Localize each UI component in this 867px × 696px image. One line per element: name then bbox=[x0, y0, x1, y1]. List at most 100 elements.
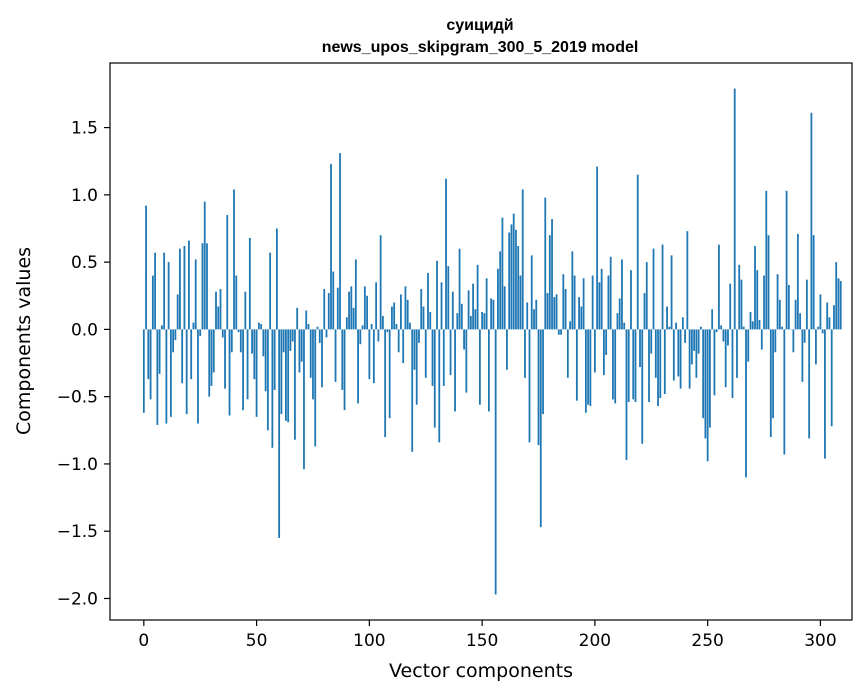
bar bbox=[776, 274, 779, 330]
bar bbox=[557, 329, 560, 335]
bar bbox=[632, 329, 635, 400]
bar bbox=[760, 329, 763, 350]
bar bbox=[794, 299, 797, 330]
bar bbox=[219, 289, 222, 330]
x-tick-label: 300 bbox=[804, 631, 836, 651]
bar bbox=[702, 329, 705, 419]
bar bbox=[483, 313, 486, 330]
bar bbox=[167, 262, 170, 330]
bar bbox=[242, 329, 244, 411]
bar bbox=[431, 329, 434, 386]
bar bbox=[215, 291, 217, 330]
bar bbox=[623, 322, 626, 330]
bar bbox=[233, 189, 235, 330]
bar bbox=[481, 311, 484, 330]
bar bbox=[819, 294, 822, 330]
bar bbox=[621, 259, 623, 330]
bar bbox=[156, 329, 159, 425]
bar bbox=[264, 329, 267, 392]
bar bbox=[754, 245, 756, 330]
bar bbox=[388, 329, 391, 419]
bar bbox=[472, 283, 474, 330]
bar bbox=[551, 219, 553, 330]
bar bbox=[445, 178, 447, 330]
bar bbox=[524, 329, 526, 378]
bar bbox=[512, 213, 515, 330]
bar bbox=[176, 294, 179, 330]
bar bbox=[600, 268, 603, 330]
bar bbox=[413, 329, 416, 370]
bar bbox=[427, 272, 429, 330]
bar bbox=[573, 275, 576, 330]
bar bbox=[772, 329, 774, 419]
bar bbox=[158, 329, 161, 374]
bar bbox=[165, 329, 168, 424]
bar bbox=[469, 315, 472, 330]
bar bbox=[645, 262, 648, 330]
bar bbox=[327, 293, 330, 330]
bar bbox=[485, 278, 488, 330]
bar bbox=[670, 255, 673, 330]
y-tick-label: 0.5 bbox=[71, 253, 98, 273]
bar bbox=[501, 217, 504, 330]
bar bbox=[618, 298, 621, 330]
bar bbox=[212, 329, 215, 373]
bar bbox=[404, 286, 407, 330]
bar bbox=[546, 293, 549, 330]
bar bbox=[487, 329, 490, 412]
bar bbox=[273, 329, 276, 390]
bar bbox=[296, 307, 299, 330]
bar bbox=[221, 329, 224, 338]
bar bbox=[253, 329, 256, 380]
bar bbox=[580, 306, 583, 330]
bar bbox=[596, 166, 599, 330]
bar bbox=[442, 329, 445, 386]
bar bbox=[160, 325, 163, 330]
bar bbox=[330, 163, 332, 330]
bar bbox=[578, 297, 580, 330]
bar bbox=[686, 231, 689, 330]
bar bbox=[553, 297, 556, 330]
bar bbox=[713, 329, 716, 396]
bar bbox=[359, 329, 362, 345]
bar bbox=[835, 262, 838, 330]
bar bbox=[812, 235, 815, 330]
bar bbox=[348, 291, 350, 330]
bar bbox=[420, 289, 423, 330]
bar bbox=[801, 329, 804, 382]
bar bbox=[312, 329, 314, 400]
bar bbox=[379, 235, 382, 330]
bar bbox=[666, 306, 668, 330]
bar bbox=[336, 287, 339, 330]
y-tick-label: 1.5 bbox=[71, 119, 98, 139]
bar bbox=[151, 275, 154, 330]
bar bbox=[402, 329, 405, 364]
bar bbox=[298, 329, 301, 373]
plot-frame bbox=[109, 62, 853, 621]
bar bbox=[544, 197, 547, 330]
bar bbox=[805, 279, 808, 330]
bar bbox=[783, 329, 786, 455]
bar bbox=[756, 270, 759, 330]
bar bbox=[458, 248, 461, 330]
bar bbox=[163, 252, 166, 330]
bar bbox=[192, 322, 195, 330]
bar bbox=[309, 329, 312, 378]
bar bbox=[630, 270, 632, 330]
bar bbox=[447, 266, 450, 330]
bar bbox=[251, 329, 253, 354]
bar bbox=[255, 329, 258, 417]
bar bbox=[316, 326, 319, 330]
bar bbox=[438, 329, 441, 443]
bar bbox=[528, 329, 531, 443]
bar bbox=[285, 329, 287, 421]
bar bbox=[179, 248, 181, 330]
bar bbox=[560, 329, 562, 335]
bar bbox=[740, 279, 743, 330]
bar bbox=[248, 237, 251, 330]
bar bbox=[526, 302, 529, 330]
bar bbox=[503, 286, 506, 330]
bar bbox=[280, 329, 283, 415]
bar bbox=[591, 275, 594, 330]
bar bbox=[799, 313, 802, 330]
